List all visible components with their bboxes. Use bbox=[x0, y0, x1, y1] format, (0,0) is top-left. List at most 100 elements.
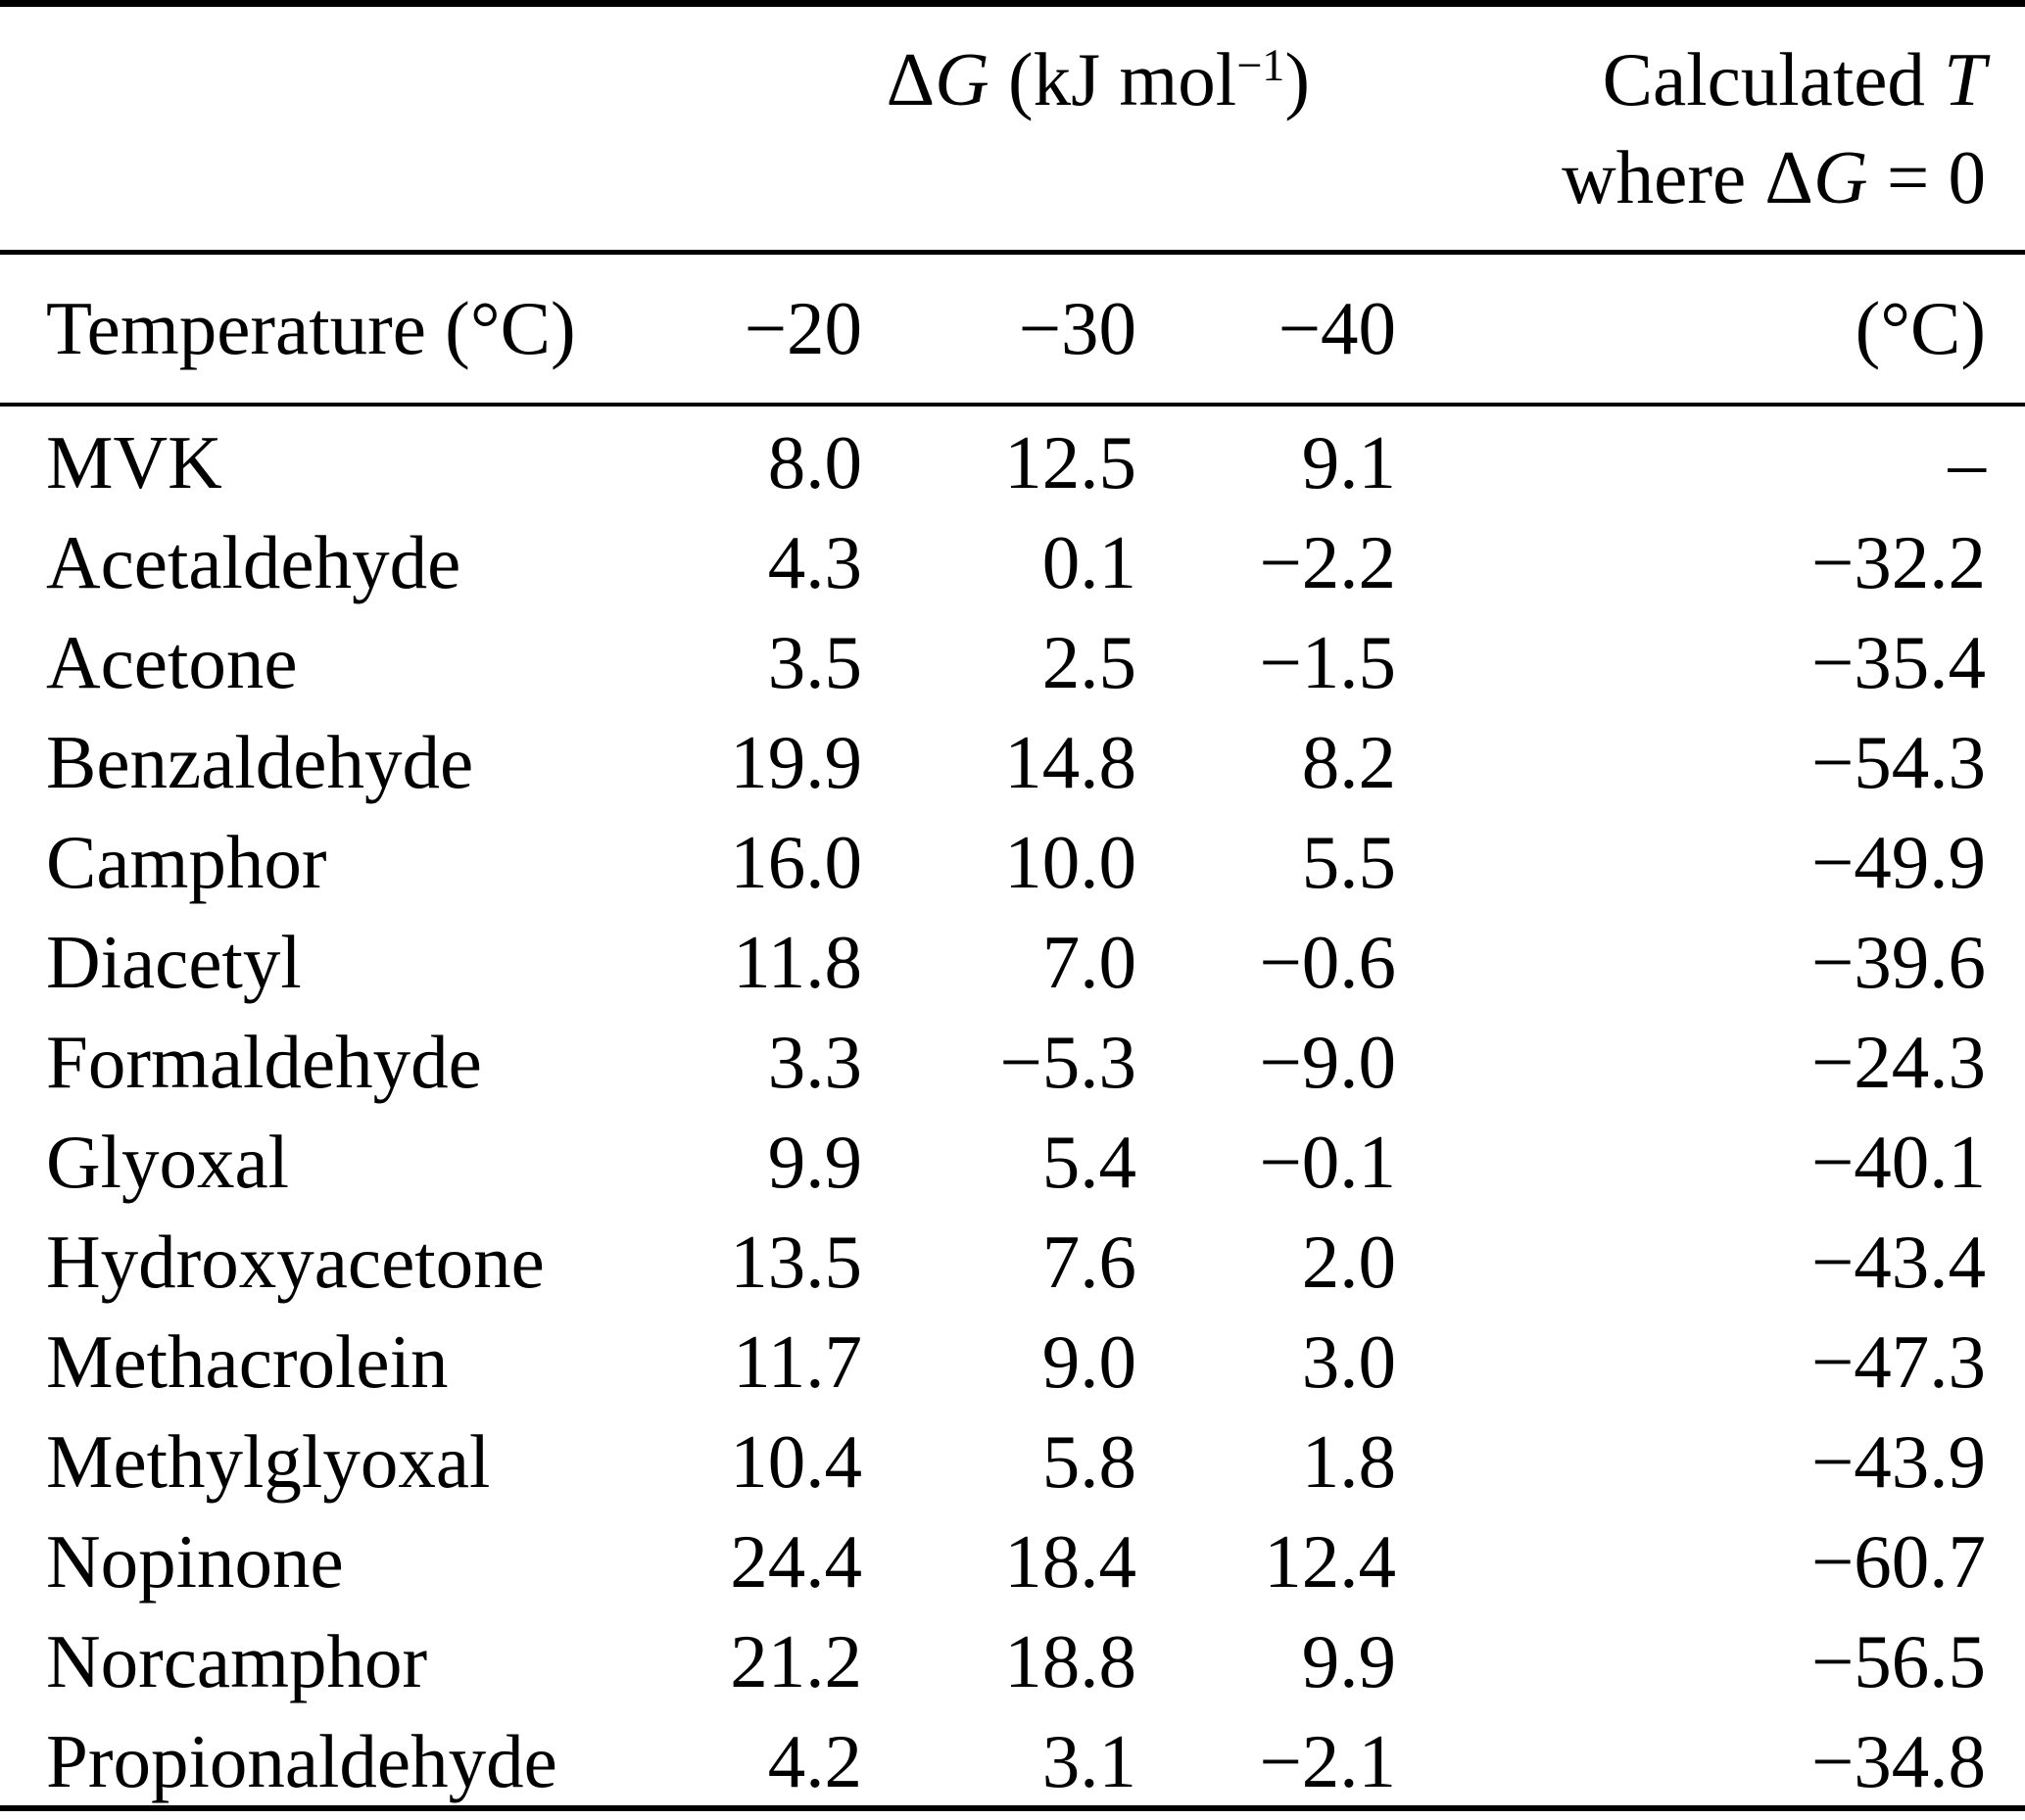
dg-minus30-cell: 18.8 bbox=[1004, 1618, 1136, 1703]
dg-minus40-cell: 12.4 bbox=[1264, 1518, 1396, 1604]
dg-minus20-cell: 13.5 bbox=[730, 1219, 862, 1304]
compound-name-cell: Glyoxal bbox=[46, 1119, 290, 1204]
dg-minus30-cell: 9.0 bbox=[1041, 1318, 1136, 1404]
table-row: Acetone 3.5 2.5 −1.5 −35.4 bbox=[0, 606, 2025, 706]
compound-name-cell: Methacrolein bbox=[46, 1318, 449, 1404]
table-row: Norcamphor 21.2 18.8 9.9 −56.5 bbox=[0, 1605, 2025, 1705]
dg-minus20-cell: 16.0 bbox=[730, 819, 862, 904]
dg-minus30-cell: 14.8 bbox=[1004, 719, 1136, 804]
delta-symbol: Δ bbox=[886, 37, 936, 121]
units-close: ) bbox=[1284, 37, 1310, 121]
dg-minus40-cell: 8.2 bbox=[1301, 719, 1396, 804]
g-symbol: G bbox=[935, 37, 989, 121]
dg-minus20-cell: 4.3 bbox=[767, 519, 862, 604]
calc-t-cell: −40.1 bbox=[1810, 1119, 1986, 1204]
table-row: Propionaldehyde 4.2 3.1 −2.1 −34.8 bbox=[0, 1705, 2025, 1808]
dg-minus30-cell: 5.4 bbox=[1041, 1119, 1136, 1204]
dg-minus40-cell: 1.8 bbox=[1301, 1418, 1396, 1504]
dg-minus20-cell: 8.0 bbox=[767, 419, 862, 504]
dg-minus40-cell: −0.1 bbox=[1259, 1119, 1396, 1204]
dg-minus30-cell: 2.5 bbox=[1041, 619, 1136, 704]
temp-col-minus30: −30 bbox=[1018, 286, 1136, 370]
dg-minus30-cell: 0.1 bbox=[1041, 519, 1136, 604]
dg-minus40-cell: 2.0 bbox=[1301, 1219, 1396, 1304]
dg-minus30-cell: 7.0 bbox=[1041, 919, 1136, 1004]
dg-minus20-cell: 24.4 bbox=[730, 1518, 862, 1604]
table-row: Formaldehyde 3.3 −5.3 −9.0 −24.3 bbox=[0, 1006, 2025, 1106]
temp-col-minus40: −40 bbox=[1278, 286, 1396, 370]
calc-t-unit-label: (°C) bbox=[1855, 286, 1986, 370]
calc-t-cell: −39.6 bbox=[1810, 919, 1986, 1004]
dg-minus20-cell: 11.8 bbox=[733, 919, 862, 1004]
table-row: Glyoxal 9.9 5.4 −0.1 −40.1 bbox=[0, 1106, 2025, 1206]
calc-t-cell: −56.5 bbox=[1810, 1618, 1986, 1703]
dg-minus30-cell: 10.0 bbox=[1004, 819, 1136, 904]
compound-name-cell: Formaldehyde bbox=[46, 1019, 482, 1104]
dg-minus20-cell: 10.4 bbox=[730, 1418, 862, 1504]
calc-t-cell: −60.7 bbox=[1810, 1518, 1986, 1604]
dg-minus40-cell: −0.6 bbox=[1259, 919, 1396, 1004]
compound-name-cell: Benzaldehyde bbox=[46, 719, 474, 804]
dg-minus30-cell: 5.8 bbox=[1041, 1418, 1136, 1504]
compound-name-cell: Methylglyoxal bbox=[46, 1418, 491, 1504]
g-symbol: G bbox=[1812, 135, 1868, 219]
compound-name-cell: Hydroxyacetone bbox=[46, 1219, 545, 1304]
delta-g-units-header: ΔG (kJ mol−1) bbox=[603, 4, 1396, 253]
dg-minus40-cell: −1.5 bbox=[1259, 619, 1396, 704]
compound-name-cell: Propionaldehyde bbox=[46, 1718, 557, 1803]
dg-minus40-cell: 5.5 bbox=[1301, 819, 1396, 904]
table-row: Hydroxyacetone 13.5 7.6 2.0 −43.4 bbox=[0, 1206, 2025, 1306]
table-row: MVK 8.0 12.5 9.1 – bbox=[0, 405, 2025, 506]
dg-minus20-cell: 9.9 bbox=[767, 1119, 862, 1204]
compound-name-cell: Acetaldehyde bbox=[46, 519, 461, 604]
dg-minus30-cell: 12.5 bbox=[1004, 419, 1136, 504]
delta-symbol: Δ bbox=[1764, 135, 1813, 219]
t-symbol: T bbox=[1944, 37, 1986, 121]
dg-minus30-cell: 7.6 bbox=[1041, 1219, 1136, 1304]
calc-t-cell: −43.9 bbox=[1810, 1418, 1986, 1504]
calc-t-cell: −32.2 bbox=[1810, 519, 1986, 604]
dg-minus40-cell: −9.0 bbox=[1259, 1019, 1396, 1104]
compound-name-cell: Acetone bbox=[46, 619, 298, 704]
calc-t-cell: −35.4 bbox=[1810, 619, 1986, 704]
table-row: Nopinone 24.4 18.4 12.4 −60.7 bbox=[0, 1506, 2025, 1605]
calc-t-line2: where ΔG = 0 bbox=[1562, 135, 1986, 219]
temp-col-minus20: −20 bbox=[744, 286, 862, 370]
temperature-label: Temperature (°C) bbox=[46, 286, 576, 370]
table-row: Acetaldehyde 4.3 0.1 −2.2 −32.2 bbox=[0, 506, 2025, 606]
dg-minus40-cell: 3.0 bbox=[1301, 1318, 1396, 1404]
dg-minus30-cell: 18.4 bbox=[1004, 1518, 1136, 1604]
dg-minus20-cell: 19.9 bbox=[730, 719, 862, 804]
calc-t-cell: −24.3 bbox=[1810, 1019, 1986, 1104]
table-row: Camphor 16.0 10.0 5.5 −49.9 bbox=[0, 806, 2025, 906]
calculated-t-header: Calculated T where ΔG = 0 bbox=[1396, 4, 2025, 253]
dg-minus20-cell: 3.3 bbox=[767, 1019, 862, 1104]
dg-minus20-cell: 21.2 bbox=[730, 1618, 862, 1703]
calc-t-cell: −49.9 bbox=[1810, 819, 1986, 904]
compound-name-cell: Camphor bbox=[46, 819, 327, 904]
empty-corner-cell bbox=[0, 4, 603, 253]
calc-t-cell: −34.8 bbox=[1810, 1718, 1986, 1803]
calc-t-cell: −47.3 bbox=[1810, 1318, 1986, 1404]
dg-minus40-cell: −2.1 bbox=[1259, 1718, 1396, 1803]
table-row: Diacetyl 11.8 7.0 −0.6 −39.6 bbox=[0, 906, 2025, 1006]
dg-minus30-cell: 3.1 bbox=[1041, 1718, 1136, 1803]
units-exponent: −1 bbox=[1236, 39, 1285, 90]
dg-minus40-cell: 9.1 bbox=[1301, 419, 1396, 504]
compound-name-cell: Norcamphor bbox=[46, 1618, 428, 1703]
calc-t-cell: −54.3 bbox=[1810, 719, 1986, 804]
dg-minus20-cell: 3.5 bbox=[767, 619, 862, 704]
dg-minus20-cell: 4.2 bbox=[767, 1718, 862, 1803]
table-row: Methacrolein 11.7 9.0 3.0 −47.3 bbox=[0, 1306, 2025, 1406]
dg-minus40-cell: −2.2 bbox=[1259, 519, 1396, 604]
calc-t-cell: −43.4 bbox=[1810, 1219, 1986, 1304]
compound-name-cell: MVK bbox=[46, 419, 222, 504]
table-row: Benzaldehyde 19.9 14.8 8.2 −54.3 bbox=[0, 706, 2025, 806]
units-open: (kJ mol bbox=[988, 37, 1237, 121]
dg-minus40-cell: 9.9 bbox=[1301, 1618, 1396, 1703]
compound-name-cell: Diacetyl bbox=[46, 919, 302, 1004]
dg-minus30-cell: −5.3 bbox=[999, 1019, 1136, 1104]
table-row: Methylglyoxal 10.4 5.8 1.8 −43.9 bbox=[0, 1406, 2025, 1506]
